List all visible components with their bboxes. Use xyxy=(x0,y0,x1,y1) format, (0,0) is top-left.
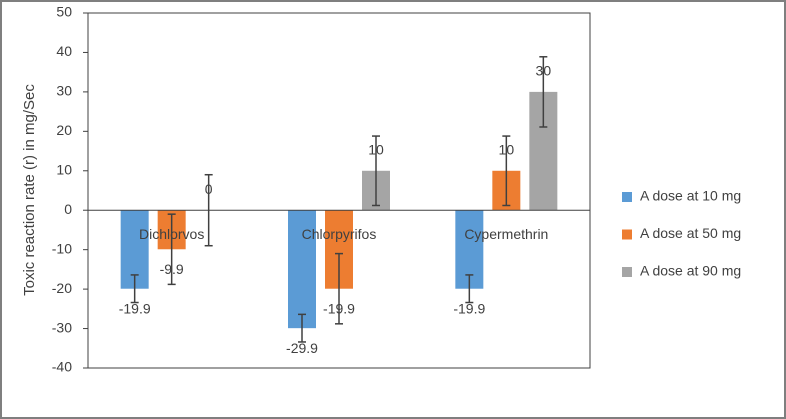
error-bar xyxy=(167,213,176,286)
error-bar xyxy=(539,56,548,128)
data-label: 10 xyxy=(368,141,384,157)
y-tick-label: 30 xyxy=(56,83,72,99)
y-tick-label: 40 xyxy=(56,43,72,59)
data-label: -29.9 xyxy=(286,340,318,356)
error-bar xyxy=(465,274,474,304)
error-bar xyxy=(372,135,380,207)
data-label: 30 xyxy=(536,63,552,79)
y-tick-label: 20 xyxy=(56,122,72,138)
y-tick-label: 50 xyxy=(56,4,72,20)
y-tick-label: 0 xyxy=(64,201,72,217)
error-bar xyxy=(130,274,139,304)
x-tick-label: Cypermethrin xyxy=(464,226,548,242)
error-bar xyxy=(335,252,343,325)
x-tick-label: Chlorpyrifos xyxy=(302,226,377,242)
bar xyxy=(288,210,316,329)
legend-label: A dose at 50 mg xyxy=(640,225,741,241)
error-bar xyxy=(502,135,511,207)
data-label: -9.9 xyxy=(160,261,184,277)
y-tick-label: -40 xyxy=(52,359,72,375)
y-tick-label: 10 xyxy=(56,161,72,177)
data-label: 10 xyxy=(499,141,515,157)
plot-area xyxy=(87,12,591,369)
legend-swatch xyxy=(622,229,632,240)
legend-swatch xyxy=(622,267,632,277)
error-bar xyxy=(298,313,306,343)
y-tick-label: -10 xyxy=(52,240,72,256)
y-tick-label: -30 xyxy=(52,319,72,335)
data-label: -19.9 xyxy=(453,300,485,316)
y-tick-label: -20 xyxy=(52,280,72,296)
y-axis-title: Toxic reaction rate (r) in mg/Sec xyxy=(21,84,38,296)
legend-label: A dose at 90 mg xyxy=(640,263,741,279)
legend-label: A dose at 10 mg xyxy=(640,188,741,204)
data-label: -19.9 xyxy=(323,300,355,316)
x-tick-label: Dichlorvos xyxy=(139,226,204,242)
data-label: -19.9 xyxy=(119,300,151,316)
data-label: 0 xyxy=(205,181,213,197)
legend-swatch xyxy=(622,192,632,202)
